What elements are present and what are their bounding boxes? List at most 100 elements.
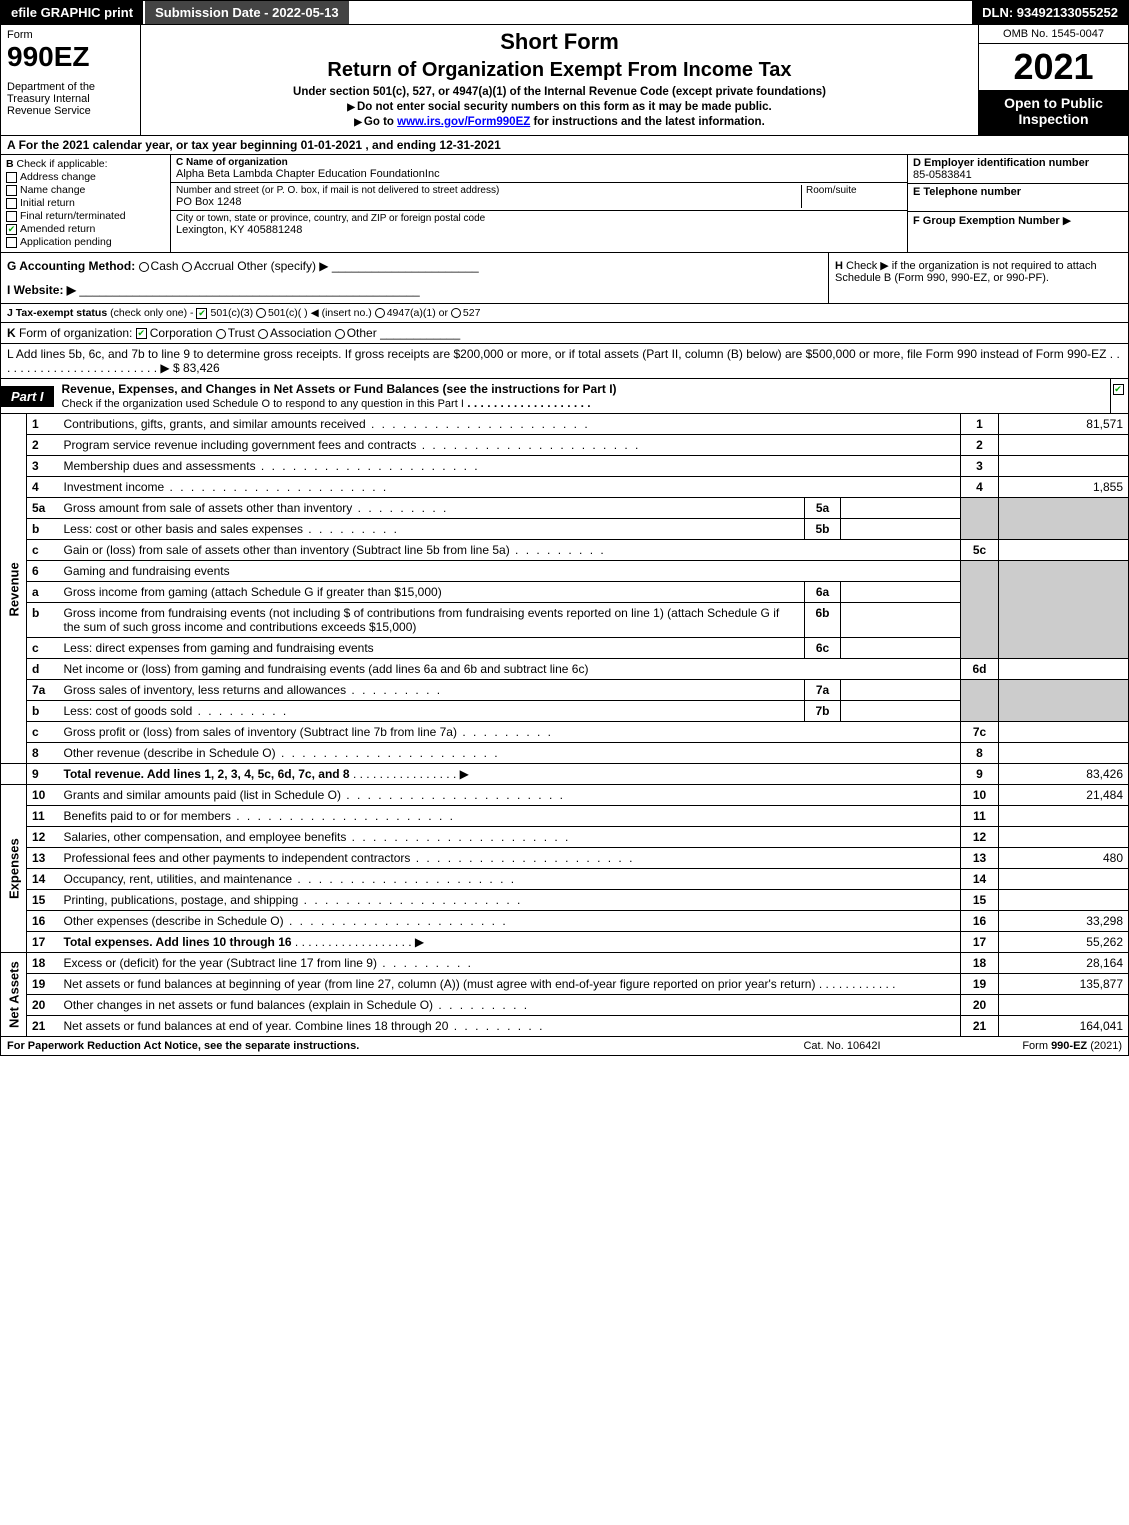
line-6d-num: d [27, 659, 59, 680]
G-label: G Accounting Method: [7, 259, 135, 273]
checkbox-address-change[interactable] [6, 172, 17, 183]
radio-527[interactable] [451, 308, 461, 318]
line-21-rnum: 21 [961, 1016, 999, 1037]
line-7b-num: b [27, 701, 59, 722]
org-name: Alpha Beta Lambda Chapter Education Foun… [176, 168, 902, 180]
line-5a-subval [841, 498, 961, 519]
line-6d-rnum: 6d [961, 659, 999, 680]
return-title: Return of Organization Exempt From Incom… [147, 59, 972, 82]
line-9-value: 83,426 [999, 764, 1129, 785]
radio-501c[interactable] [256, 308, 266, 318]
part1-sub: Check if the organization used Schedule … [62, 398, 464, 410]
line-5c-text: Gain or (loss) from sale of assets other… [59, 540, 961, 561]
open-to-public: Open to Public Inspection [979, 91, 1128, 135]
checkbox-corporation[interactable] [136, 328, 147, 339]
col-B-checkboxes: B Check if applicable: Address change Na… [1, 155, 171, 252]
col-C-org-info: C Name of organization Alpha Beta Lambda… [171, 155, 908, 252]
checkbox-501c3[interactable] [196, 308, 207, 319]
line-7b-text: Less: cost of goods sold [59, 701, 805, 722]
radio-cash[interactable] [139, 262, 149, 272]
line-6b-subval [841, 603, 961, 638]
line-6b-text: Gross income from fundraising events (no… [59, 603, 805, 638]
line-18-value: 28,164 [999, 953, 1129, 974]
part1-schedule-o-check[interactable] [1110, 379, 1128, 413]
line-10-num: 10 [27, 785, 59, 806]
radio-accrual[interactable] [182, 262, 192, 272]
line-6a-num: a [27, 582, 59, 603]
line-6c-num: c [27, 638, 59, 659]
line-5c-rnum: 5c [961, 540, 999, 561]
L-text: L Add lines 5b, 6c, and 7b to line 9 to … [7, 347, 1106, 361]
line-5a-num: 5a [27, 498, 59, 519]
line-21-text: Net assets or fund balances at end of ye… [59, 1016, 961, 1037]
line-1-num: 1 [27, 414, 59, 435]
submission-date-button[interactable]: Submission Date - 2022-05-13 [145, 1, 351, 24]
line-13-value: 480 [999, 848, 1129, 869]
part1-header: Part I Revenue, Expenses, and Changes in… [0, 379, 1129, 414]
form-word: Form [7, 29, 134, 41]
line-6-text: Gaming and fundraising events [59, 561, 961, 582]
line-2-num: 2 [27, 435, 59, 456]
org-city-cell: City or town, state or province, country… [171, 211, 907, 238]
dept-treasury: Department of the Treasury Internal Reve… [7, 81, 134, 117]
radio-4947a1[interactable] [375, 308, 385, 318]
under-section: Under section 501(c), 527, or 4947(a)(1)… [147, 86, 972, 98]
line-10-rnum: 10 [961, 785, 999, 806]
top-bar: efile GRAPHIC print Submission Date - 20… [0, 0, 1129, 25]
line-18-text: Excess or (deficit) for the year (Subtra… [59, 953, 961, 974]
line-1-text: Contributions, gifts, grants, and simila… [59, 414, 961, 435]
efile-print-button[interactable]: efile GRAPHIC print [1, 1, 145, 24]
line-9-rnum: 9 [961, 764, 999, 785]
line-10-value: 21,484 [999, 785, 1129, 806]
radio-trust[interactable] [216, 329, 226, 339]
col-DEF: D Employer identification number 85-0583… [908, 155, 1128, 252]
line-3-text: Membership dues and assessments [59, 456, 961, 477]
line-6a-text: Gross income from gaming (attach Schedul… [59, 582, 805, 603]
line-18-num: 18 [27, 953, 59, 974]
checkbox-final-return[interactable] [6, 211, 17, 222]
L-value: $ 83,426 [173, 361, 220, 375]
line-6a-sub: 6a [805, 582, 841, 603]
checkbox-application-pending[interactable] [6, 237, 17, 248]
I-website: I Website: ▶ ___________________________… [7, 283, 822, 297]
line-20-rnum: 20 [961, 995, 999, 1016]
line-17-value: 55,262 [999, 932, 1129, 953]
H-schedule-b: H Check ▶ if the organization is not req… [828, 253, 1128, 303]
line-2-value [999, 435, 1129, 456]
org-city: Lexington, KY 405881248 [176, 224, 902, 236]
line-15-num: 15 [27, 890, 59, 911]
line-7b-subval [841, 701, 961, 722]
irs-link[interactable]: www.irs.gov/Form990EZ [397, 116, 530, 128]
opt-address-change: Address change [20, 171, 96, 183]
line-6b-sub: 6b [805, 603, 841, 638]
dln-label: DLN: 93492133055252 [972, 1, 1128, 24]
line-11-text: Benefits paid to or for members [59, 806, 961, 827]
row-A-text: For the 2021 calendar year, or tax year … [19, 138, 501, 152]
arrow-icon [354, 116, 364, 128]
radio-other[interactable] [335, 329, 345, 339]
line-2-text: Program service revenue including govern… [59, 435, 961, 456]
line-6c-subval [841, 638, 961, 659]
line-20-num: 20 [27, 995, 59, 1016]
line-6b-num: b [27, 603, 59, 638]
checkbox-amended-return[interactable] [6, 224, 17, 235]
line-19-value: 135,877 [999, 974, 1129, 995]
omb-number: OMB No. 1545-0047 [979, 25, 1128, 44]
radio-association[interactable] [258, 329, 268, 339]
line-8-rnum: 8 [961, 743, 999, 764]
group-exemption-cell: F Group Exemption Number ▶ [908, 212, 1128, 240]
line-14-rnum: 14 [961, 869, 999, 890]
line-20-value [999, 995, 1129, 1016]
checkbox-initial-return[interactable] [6, 198, 17, 209]
line-7ab-shade [961, 680, 999, 722]
opt-application-pending: Application pending [20, 236, 112, 248]
line-15-rnum: 15 [961, 890, 999, 911]
line-9-num: 9 [27, 764, 59, 785]
line-15-value [999, 890, 1129, 911]
checkbox-name-change[interactable] [6, 185, 17, 196]
line-6c-text: Less: direct expenses from gaming and fu… [59, 638, 805, 659]
line-7a-text: Gross sales of inventory, less returns a… [59, 680, 805, 701]
line-11-num: 11 [27, 806, 59, 827]
line-6-num: 6 [27, 561, 59, 582]
line-7ab-shade-val [999, 680, 1129, 722]
